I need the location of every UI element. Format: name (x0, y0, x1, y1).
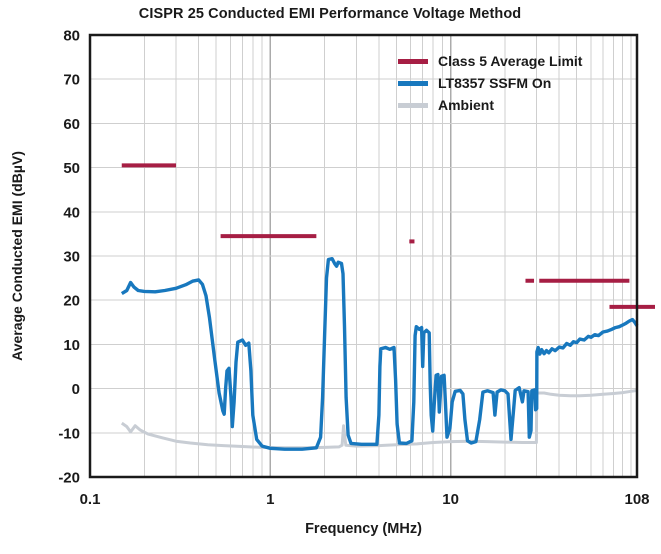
legend-label-class5: Class 5 Average Limit (438, 53, 583, 69)
svg-text:1: 1 (266, 491, 274, 508)
svg-text:0: 0 (72, 381, 80, 398)
legend-label-ambient: Ambient (438, 97, 494, 113)
legend-swatch-lt8357 (398, 80, 428, 86)
svg-text:10: 10 (63, 337, 80, 354)
legend-label-lt8357: LT8357 SSFM On (438, 75, 552, 91)
y-tick-labels: 80 70 60 50 40 30 20 10 0 -10 -20 (58, 28, 80, 487)
svg-text:10: 10 (442, 491, 459, 508)
svg-text:0.1: 0.1 (80, 491, 101, 508)
x-axis-title: Frequency (MHz) (305, 521, 422, 537)
series-class5-average-limit (121, 163, 655, 309)
x-tick-labels: 0.1 1 10 108 (80, 491, 650, 508)
svg-text:80: 80 (63, 28, 80, 45)
legend-swatch-ambient (398, 102, 428, 108)
legend-swatch-class5 (398, 58, 428, 64)
series-lt8357-ssfm-on (120, 257, 639, 451)
plot-frame (88, 33, 639, 479)
svg-text:-10: -10 (58, 425, 80, 442)
legend-item-lt8357-ssfm-on: LT8357 SSFM On (398, 72, 582, 94)
svg-text:50: 50 (63, 160, 80, 177)
gridlines (90, 35, 637, 477)
chart-title: CISPR 25 Conducted EMI Performance Volta… (138, 6, 522, 22)
series-ambient (120, 388, 638, 450)
legend-item-class5-average-limit: Class 5 Average Limit (398, 50, 582, 72)
svg-text:40: 40 (63, 204, 80, 221)
svg-text:20: 20 (63, 293, 80, 310)
svg-text:108: 108 (624, 491, 649, 508)
svg-text:60: 60 (63, 116, 80, 133)
y-axis-title: Average Conducted EMI (dBµV) (9, 151, 25, 361)
svg-text:30: 30 (63, 249, 80, 266)
legend-item-ambient: Ambient (398, 94, 582, 116)
legend: Class 5 Average Limit LT8357 SSFM On Amb… (398, 50, 582, 116)
svg-text:-20: -20 (58, 470, 80, 487)
svg-text:70: 70 (63, 72, 80, 89)
